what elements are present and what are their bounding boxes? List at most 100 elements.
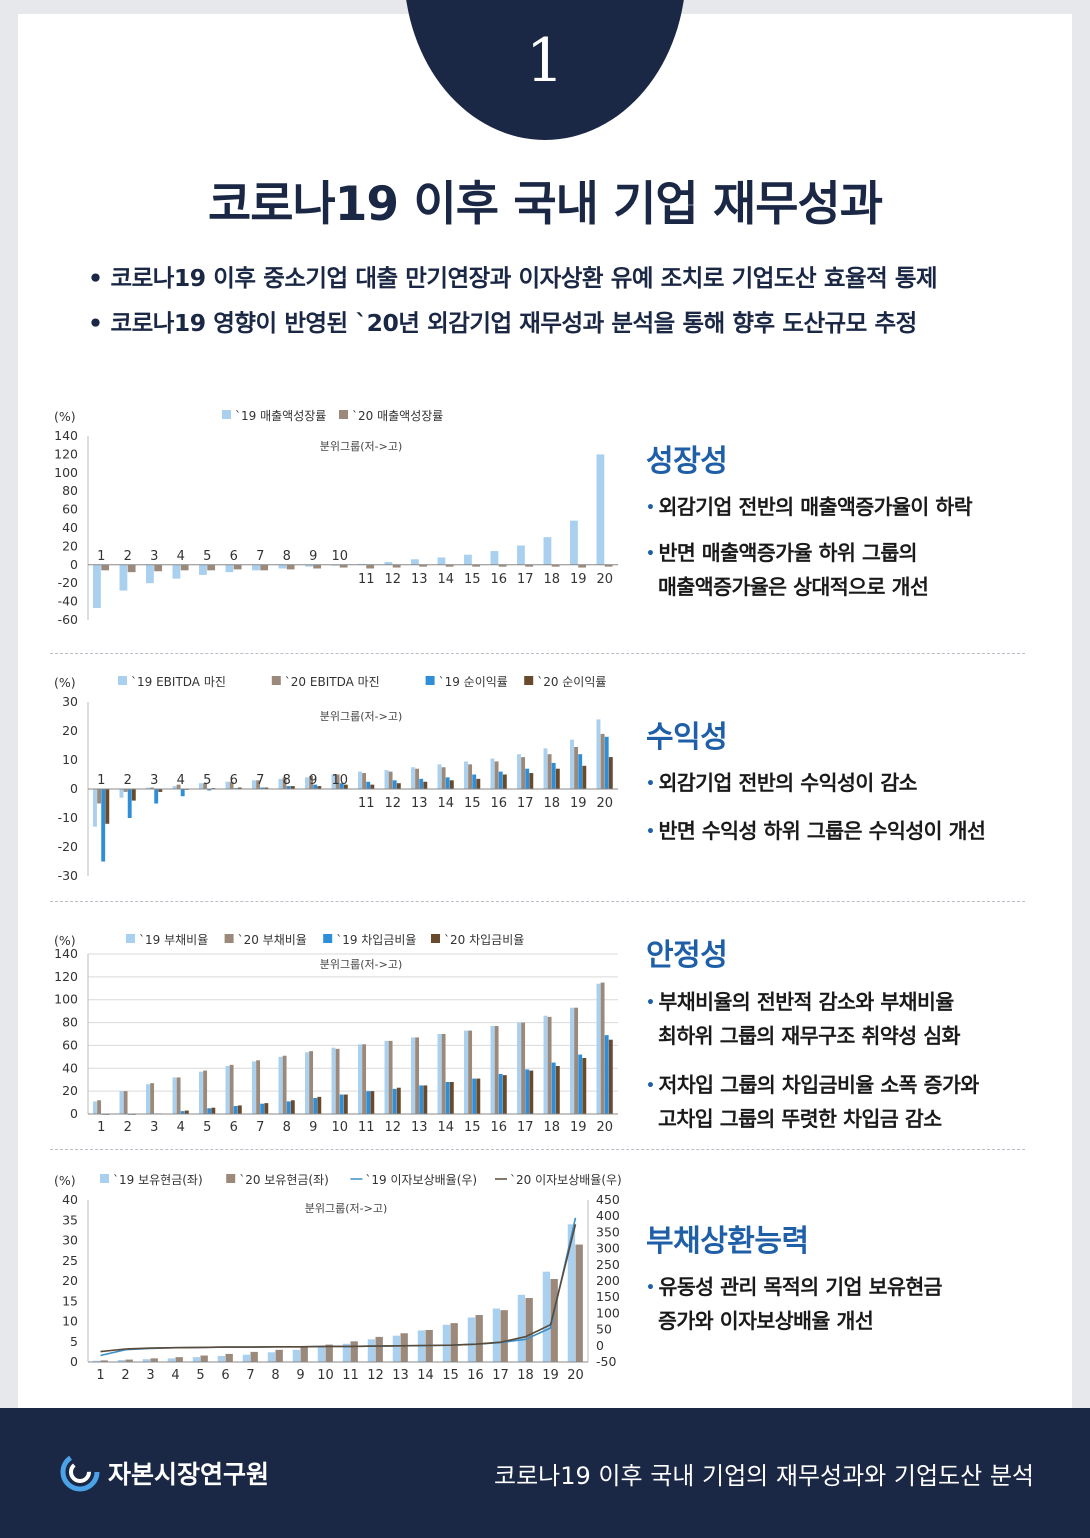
x-tick-label: 13 bbox=[411, 1120, 428, 1135]
legend-swatch bbox=[323, 934, 333, 943]
x-tick-label: 6 bbox=[230, 549, 238, 564]
bar bbox=[225, 781, 230, 789]
bar bbox=[525, 768, 530, 789]
x-tick-label: 12 bbox=[367, 1368, 384, 1383]
x-tick-label: 15 bbox=[442, 1368, 459, 1383]
bullet-icon: • bbox=[88, 264, 103, 292]
bar bbox=[384, 770, 389, 789]
bar bbox=[225, 564, 234, 573]
bar bbox=[309, 1051, 314, 1114]
bar bbox=[445, 564, 454, 567]
bar bbox=[278, 564, 287, 569]
bar bbox=[172, 1077, 177, 1114]
x-tick-label: 18 bbox=[517, 1368, 534, 1383]
x-tick-label: 20 bbox=[597, 572, 614, 587]
bar bbox=[339, 783, 344, 789]
bar bbox=[335, 1048, 340, 1114]
bar bbox=[237, 1105, 242, 1114]
bar bbox=[543, 537, 552, 565]
y-tick-label: 25 bbox=[62, 1253, 78, 1268]
x-tick-label: 5 bbox=[203, 773, 211, 788]
bar bbox=[309, 775, 314, 789]
y-tick-label: -20 bbox=[58, 575, 78, 590]
bar bbox=[604, 564, 613, 567]
bar bbox=[567, 1224, 576, 1362]
badge-number: 1 bbox=[525, 26, 565, 96]
bar bbox=[370, 1091, 375, 1114]
bar bbox=[127, 564, 136, 573]
y-unit-label: (%) bbox=[54, 933, 76, 948]
bar bbox=[388, 771, 393, 789]
section-line: • 반면 매출액증가율 하위 그룹의 bbox=[646, 536, 918, 566]
y-tick-label: 20 bbox=[62, 1083, 78, 1098]
legend-label: `19 부채비율 bbox=[139, 933, 208, 947]
bar bbox=[490, 758, 495, 789]
x-tick-label: 4 bbox=[177, 773, 185, 788]
legend-swatch bbox=[226, 1174, 236, 1183]
bar bbox=[415, 768, 420, 789]
bar bbox=[476, 1078, 481, 1114]
legend-label: `20 보유현금(좌) bbox=[239, 1173, 329, 1187]
summary-bullet-text: 코로나19 이후 중소기업 대출 만기연장과 이자상환 유예 조치로 기업도산 … bbox=[110, 264, 938, 292]
bar bbox=[445, 777, 450, 789]
bar bbox=[437, 1034, 442, 1114]
bar bbox=[551, 564, 560, 567]
bar bbox=[574, 1007, 579, 1114]
bar bbox=[472, 564, 481, 567]
y-right-tick-label: 150 bbox=[596, 1289, 620, 1304]
x-tick-label: 20 bbox=[597, 796, 614, 811]
bar bbox=[517, 1294, 526, 1362]
x-tick-label: 10 bbox=[332, 549, 349, 564]
section-line: • 반면 수익성 하위 그룹은 수익성이 개선 bbox=[646, 814, 986, 844]
y-tick-label: 20 bbox=[62, 1273, 78, 1288]
x-tick-label: 17 bbox=[517, 1120, 534, 1135]
bar bbox=[521, 1022, 526, 1114]
y-unit-label: (%) bbox=[54, 675, 76, 690]
bar bbox=[411, 767, 415, 789]
x-tick-label: 4 bbox=[177, 549, 185, 564]
x-tick-label: 13 bbox=[411, 572, 428, 587]
bar bbox=[158, 789, 163, 792]
series-line bbox=[100, 1224, 577, 1353]
org-logo-icon bbox=[60, 1452, 100, 1492]
y-tick-label: 100 bbox=[54, 992, 78, 1007]
x-tick-label: 2 bbox=[121, 1368, 129, 1383]
bar bbox=[547, 1016, 552, 1114]
bar bbox=[305, 777, 309, 789]
bar bbox=[500, 1310, 508, 1362]
solvency-chart: (%) `19 보유현금(좌) `20 보유현금(좌) `19 이자보상배율(우) `2… bbox=[54, 1173, 622, 1383]
legend-label: `20 이자보상배율(우) bbox=[510, 1173, 622, 1187]
legend-label: `19 이자보상배율(우) bbox=[365, 1173, 477, 1187]
x-tick-label: 8 bbox=[283, 1120, 291, 1135]
bar bbox=[419, 778, 424, 789]
bar bbox=[604, 736, 609, 789]
bar bbox=[97, 789, 102, 804]
bar bbox=[131, 789, 136, 801]
section-title-profitability: 수익성 bbox=[646, 720, 728, 755]
org-name: 자본시장연구원 bbox=[108, 1460, 270, 1489]
bar bbox=[225, 1066, 230, 1114]
profitability-chart: (%) `19 EBITDA 마진 `20 EBITDA 마진 `19 순이익률 `20… bbox=[54, 675, 618, 883]
bar bbox=[313, 1098, 318, 1114]
bar bbox=[529, 773, 534, 789]
bar bbox=[343, 1094, 348, 1114]
y-tick-label: 60 bbox=[62, 1037, 78, 1052]
bar bbox=[101, 789, 106, 862]
legend-swatch bbox=[524, 676, 534, 685]
x-tick-label: 19 bbox=[570, 796, 587, 811]
bar bbox=[419, 1085, 424, 1114]
section-line-text: 외감기업 전반의 수익성이 감소 bbox=[658, 771, 918, 795]
bar bbox=[167, 1358, 176, 1362]
bar bbox=[180, 1111, 185, 1114]
section-divider bbox=[50, 1149, 1025, 1150]
bar bbox=[517, 545, 525, 565]
bar bbox=[233, 564, 242, 570]
bar bbox=[366, 1091, 371, 1114]
legend-swatch bbox=[126, 934, 135, 943]
bar bbox=[242, 1354, 251, 1362]
x-tick-label: 6 bbox=[230, 773, 238, 788]
bar bbox=[146, 564, 154, 584]
x-tick-label: 9 bbox=[296, 1368, 304, 1383]
x-tick-label: 11 bbox=[342, 1368, 359, 1383]
x-tick-label: 12 bbox=[385, 796, 402, 811]
